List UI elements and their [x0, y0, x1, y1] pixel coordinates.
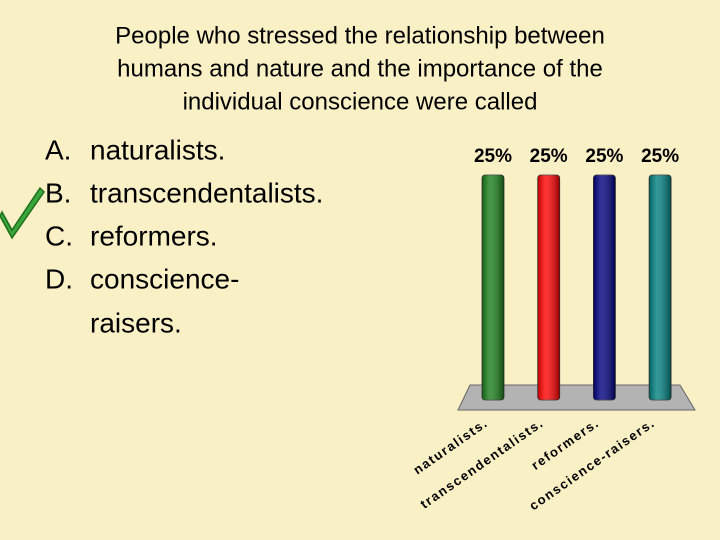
- value-label: 25%: [474, 146, 512, 167]
- question-line: People who stressed the relationship bet…: [115, 22, 605, 49]
- option-letter: A.: [45, 134, 71, 165]
- question-line: humans and nature and the importance of …: [117, 55, 603, 82]
- option-letter: B.: [45, 177, 71, 208]
- option-text: raisers.: [90, 307, 182, 338]
- option-text: reformers.: [90, 220, 218, 251]
- option-letter: C.: [45, 220, 73, 251]
- option-text: conscience-: [90, 263, 239, 294]
- bar-shade: [649, 175, 672, 400]
- question-line: individual conscience were called: [183, 88, 538, 115]
- value-label: 25%: [585, 146, 623, 167]
- option-text: naturalists.: [90, 134, 225, 165]
- option-letter: D.: [45, 263, 73, 294]
- check-mark: [0, 186, 45, 240]
- bar-shade: [537, 175, 560, 400]
- value-label: 25%: [641, 146, 679, 167]
- value-label: 25%: [530, 146, 568, 167]
- option-text: transcendentalists.: [90, 177, 323, 208]
- bar-shade: [593, 175, 616, 400]
- bar-shade: [482, 175, 504, 400]
